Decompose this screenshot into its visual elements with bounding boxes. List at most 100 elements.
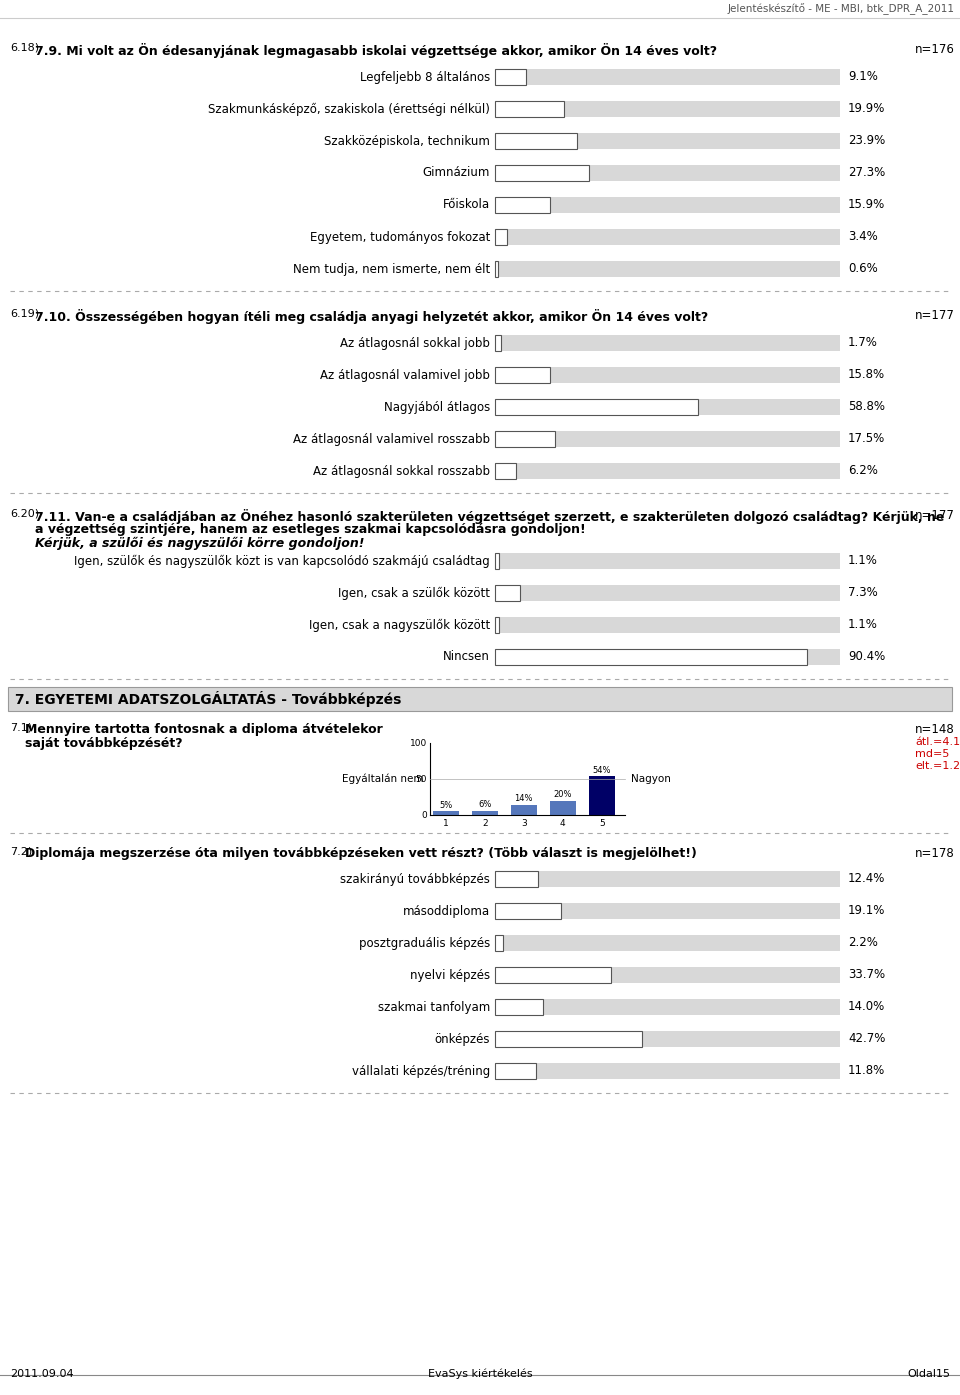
Text: 2011.09.04: 2011.09.04 xyxy=(10,1368,74,1380)
Bar xyxy=(495,229,507,246)
Text: 50: 50 xyxy=(416,774,427,784)
Text: n=148: n=148 xyxy=(915,723,955,737)
Bar xyxy=(495,617,499,633)
Text: 14.0%: 14.0% xyxy=(848,1000,885,1014)
Text: posztgraduális képzés: posztgraduális képzés xyxy=(359,936,490,950)
Bar xyxy=(495,1063,840,1078)
Bar xyxy=(495,585,840,601)
Bar xyxy=(495,133,840,149)
Text: 9.1%: 9.1% xyxy=(848,71,877,84)
Text: EvaSys kiértékelés: EvaSys kiértékelés xyxy=(428,1368,532,1380)
Bar xyxy=(495,903,840,919)
Text: vállalati képzés/tréning: vállalati képzés/tréning xyxy=(351,1064,490,1077)
Bar xyxy=(495,999,840,1016)
Bar xyxy=(495,1063,536,1078)
Text: Az átlagosnál sokkal jobb: Az átlagosnál sokkal jobb xyxy=(340,336,490,350)
Text: 1.1%: 1.1% xyxy=(848,554,877,568)
Text: 1.1%: 1.1% xyxy=(848,618,877,632)
Text: 19.1%: 19.1% xyxy=(848,904,885,918)
Text: Főiskola: Főiskola xyxy=(443,198,490,212)
Text: 5%: 5% xyxy=(439,801,452,810)
Text: 100: 100 xyxy=(410,738,427,748)
Text: 7.11. Van-e a családjában az Önéhez hasonló szakterületen végzettséget szerzett,: 7.11. Van-e a családjában az Önéhez haso… xyxy=(35,509,945,525)
Text: 1: 1 xyxy=(443,819,448,829)
Text: Mennyire tartotta fontosnak a diploma átvételekor: Mennyire tartotta fontosnak a diploma át… xyxy=(25,723,383,737)
Bar xyxy=(495,431,556,446)
Text: nyelvi képzés: nyelvi képzés xyxy=(410,968,490,982)
Bar xyxy=(495,100,840,117)
Bar xyxy=(495,903,561,919)
Text: Oldal15: Oldal15 xyxy=(907,1368,950,1380)
Bar xyxy=(495,165,840,181)
Text: n=176: n=176 xyxy=(915,43,955,56)
Text: szakmai tanfolyam: szakmai tanfolyam xyxy=(377,1000,490,1014)
Bar xyxy=(495,367,549,384)
Text: szakirányú továbbképzés: szakirányú továbbképzés xyxy=(340,872,490,886)
Bar xyxy=(433,812,459,815)
Text: Nincsen: Nincsen xyxy=(444,650,490,664)
Text: n=177: n=177 xyxy=(915,310,955,322)
Text: Nagyon: Nagyon xyxy=(631,774,671,784)
Text: 4: 4 xyxy=(560,819,565,829)
Bar xyxy=(495,649,806,665)
Bar xyxy=(495,431,840,446)
Bar xyxy=(495,649,840,665)
Text: 23.9%: 23.9% xyxy=(848,134,885,148)
Bar xyxy=(495,552,840,569)
Text: 7.2): 7.2) xyxy=(10,847,33,857)
Text: 7.3%: 7.3% xyxy=(848,586,877,600)
Bar xyxy=(495,999,543,1016)
Bar xyxy=(495,335,840,352)
Text: Gimnázium: Gimnázium xyxy=(422,166,490,180)
Bar xyxy=(495,463,840,478)
Bar xyxy=(495,68,840,85)
Bar xyxy=(495,367,840,384)
Text: Diplomája megszerzése óta milyen továbbképzéseken vett részt? (Több választ is m: Diplomája megszerzése óta milyen továbbk… xyxy=(25,847,697,859)
Text: Legfeljebb 8 általános: Legfeljebb 8 általános xyxy=(360,71,490,84)
Text: Szakközépiskola, technikum: Szakközépiskola, technikum xyxy=(324,134,490,148)
Bar xyxy=(495,335,501,352)
Bar xyxy=(495,399,840,414)
Text: 6.20): 6.20) xyxy=(10,509,39,519)
Text: Az átlagosnál sokkal rosszabb: Az átlagosnál sokkal rosszabb xyxy=(313,465,490,477)
Bar xyxy=(495,935,503,951)
Text: 19.9%: 19.9% xyxy=(848,102,885,116)
Bar xyxy=(495,463,516,478)
Text: 33.7%: 33.7% xyxy=(848,968,885,982)
Text: 11.8%: 11.8% xyxy=(848,1064,885,1077)
Text: 5: 5 xyxy=(599,819,605,829)
Text: Jelentéskészítő - ME - MBI, btk_DPR_A_2011: Jelentéskészítő - ME - MBI, btk_DPR_A_20… xyxy=(728,3,955,15)
Bar xyxy=(495,967,840,983)
Bar xyxy=(495,133,578,149)
Text: Nem tudja, nem ismerte, nem élt: Nem tudja, nem ismerte, nem élt xyxy=(293,262,490,275)
Text: 0: 0 xyxy=(421,810,427,819)
Text: másoddiploma: másoddiploma xyxy=(403,904,490,918)
Text: 0.6%: 0.6% xyxy=(848,262,877,275)
Text: átl.=4.1: átl.=4.1 xyxy=(915,737,960,746)
Bar xyxy=(495,100,564,117)
Bar xyxy=(8,686,952,711)
Bar xyxy=(495,585,520,601)
Bar xyxy=(495,1031,642,1048)
Bar xyxy=(495,165,589,181)
Text: md=5: md=5 xyxy=(915,749,949,759)
Bar xyxy=(495,552,499,569)
Text: 6.2%: 6.2% xyxy=(848,465,877,477)
Text: Nagyjából átlagos: Nagyjából átlagos xyxy=(384,400,490,413)
Bar xyxy=(495,197,550,213)
Text: 7.10. Összességében hogyan ítéli meg családja anyagi helyzetét akkor, amikor Ön : 7.10. Összességében hogyan ítéli meg csa… xyxy=(35,310,708,324)
Text: 3.4%: 3.4% xyxy=(848,230,877,244)
Bar xyxy=(495,617,840,633)
Text: 42.7%: 42.7% xyxy=(848,1032,885,1045)
Bar xyxy=(589,776,614,815)
Text: 12.4%: 12.4% xyxy=(848,872,885,886)
Text: 7.1): 7.1) xyxy=(10,723,32,732)
Text: Igen, csak a szülők között: Igen, csak a szülők között xyxy=(338,586,490,600)
Text: Az átlagosnál valamivel jobb: Az átlagosnál valamivel jobb xyxy=(320,368,490,381)
Text: 7.9. Mi volt az Ön édesanyjának legmagasabb iskolai végzettsége akkor, amikor Ön: 7.9. Mi volt az Ön édesanyjának legmagas… xyxy=(35,43,717,59)
Bar xyxy=(495,870,840,887)
Bar xyxy=(472,810,497,815)
Text: 27.3%: 27.3% xyxy=(848,166,885,180)
Text: 14%: 14% xyxy=(515,794,533,804)
Bar xyxy=(495,967,612,983)
